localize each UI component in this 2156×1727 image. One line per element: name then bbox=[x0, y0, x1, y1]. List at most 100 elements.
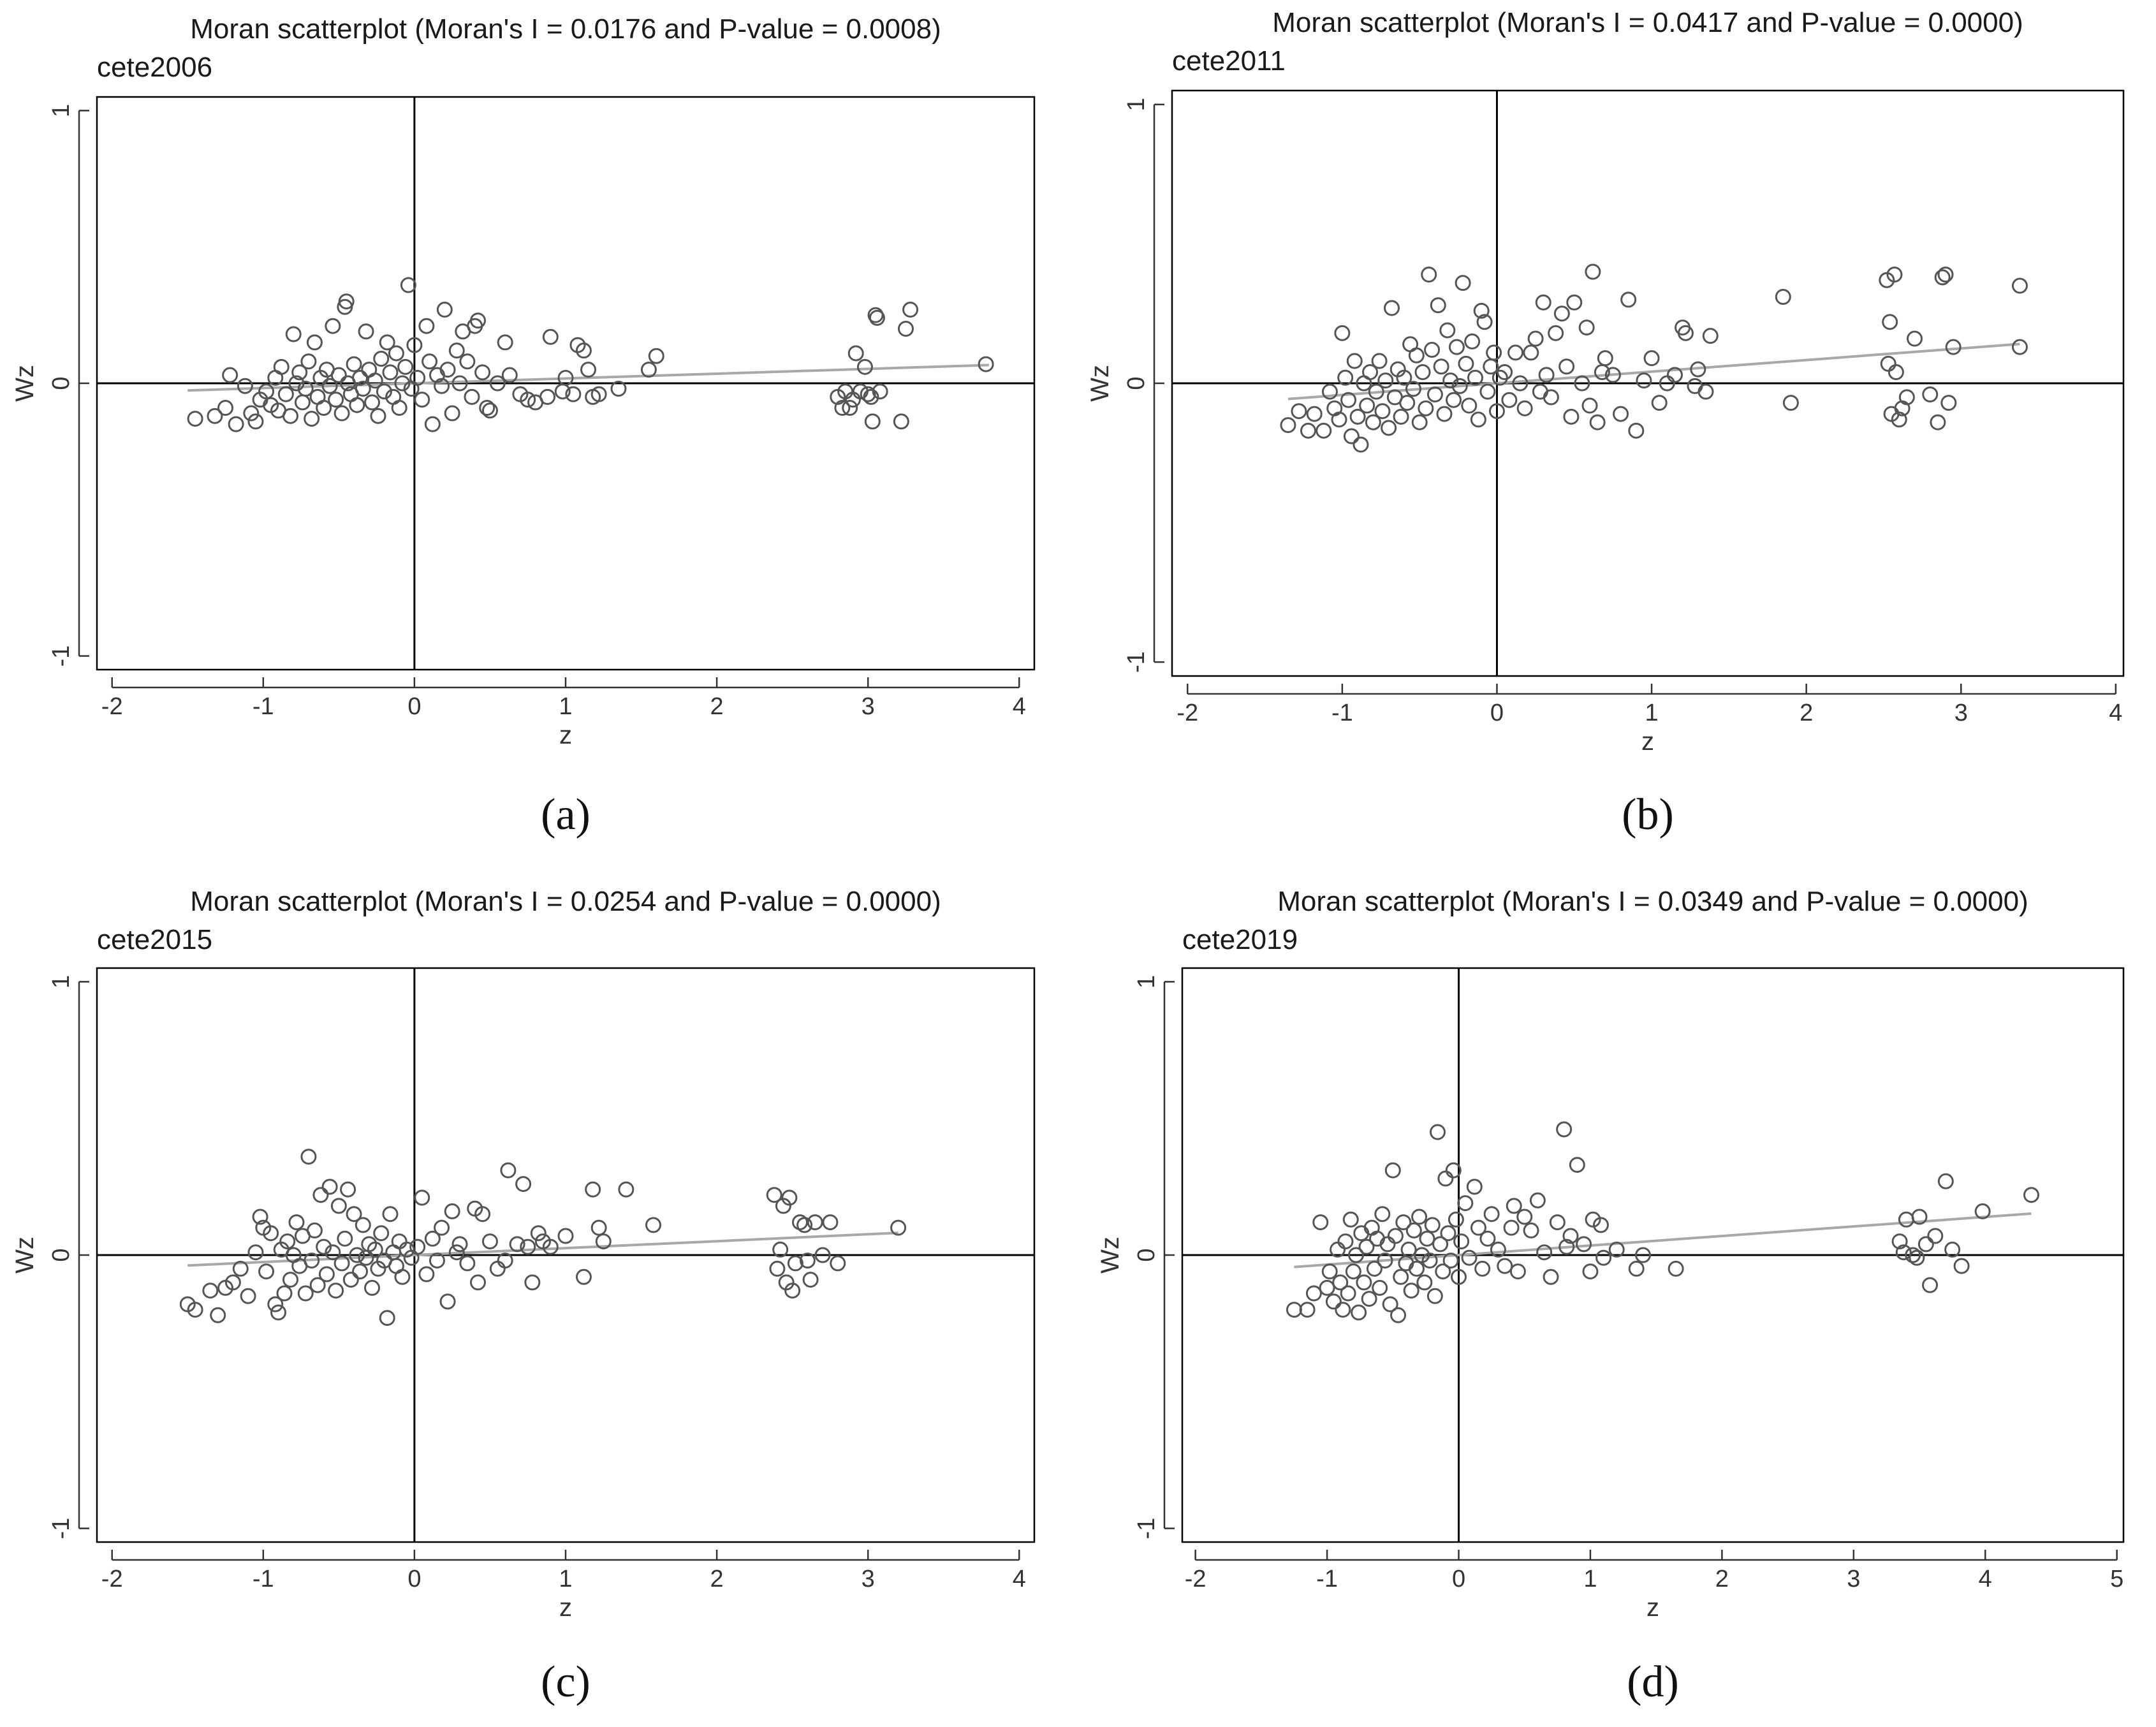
data-point bbox=[334, 405, 350, 422]
data-point bbox=[252, 1209, 268, 1225]
data-point bbox=[1483, 1206, 1500, 1223]
data-point bbox=[300, 353, 317, 370]
data-point bbox=[1405, 381, 1421, 397]
data-point bbox=[1891, 411, 1907, 428]
data-point bbox=[781, 1189, 798, 1206]
data-point bbox=[338, 293, 355, 310]
data-point bbox=[1503, 1219, 1520, 1236]
data-point bbox=[379, 334, 395, 351]
data-point bbox=[1569, 1157, 1585, 1173]
x-tick-label: 0 bbox=[1490, 700, 1504, 726]
data-point bbox=[1523, 344, 1539, 361]
data-point bbox=[346, 356, 362, 372]
data-point bbox=[263, 1225, 279, 1242]
data-point bbox=[1436, 406, 1453, 422]
data-point bbox=[464, 388, 480, 405]
x-axis-label: z bbox=[559, 1594, 572, 1622]
data-point bbox=[1628, 1260, 1645, 1277]
data-point bbox=[1543, 1268, 1559, 1285]
data-point bbox=[207, 408, 223, 424]
data-point bbox=[1366, 1260, 1382, 1277]
data-point bbox=[1543, 389, 1559, 406]
data-point bbox=[1448, 339, 1465, 355]
data-point bbox=[1400, 1241, 1417, 1258]
data-point bbox=[267, 1296, 284, 1312]
data-point bbox=[830, 1255, 846, 1272]
data-point bbox=[1974, 1203, 1991, 1219]
data-point bbox=[610, 381, 627, 397]
x-tick-label: 0 bbox=[407, 693, 421, 720]
data-point bbox=[1429, 1124, 1446, 1140]
data-point bbox=[1536, 1244, 1553, 1261]
data-point bbox=[355, 1217, 371, 1233]
data-point bbox=[1582, 1263, 1599, 1280]
data-point bbox=[1362, 364, 1379, 381]
data-point bbox=[1387, 1228, 1404, 1244]
data-point bbox=[1486, 344, 1502, 361]
data-point bbox=[1424, 342, 1441, 358]
data-point bbox=[469, 312, 486, 329]
panel-c: Moran scatterplot (Moran's I = 0.0254 an… bbox=[11, 886, 1036, 1707]
data-point bbox=[349, 1247, 365, 1263]
data-point bbox=[1433, 358, 1449, 375]
data-point bbox=[444, 405, 460, 422]
data-point bbox=[316, 399, 332, 416]
data-point bbox=[575, 342, 592, 359]
data-point bbox=[451, 375, 468, 392]
data-point bbox=[590, 386, 607, 402]
x-tick-label: 3 bbox=[862, 1566, 875, 1592]
data-point bbox=[1882, 314, 1898, 330]
data-point bbox=[1562, 1228, 1579, 1244]
x-tick-label: 2 bbox=[710, 693, 724, 720]
data-point bbox=[1442, 1253, 1459, 1269]
data-point bbox=[1608, 1241, 1625, 1258]
data-point bbox=[978, 356, 994, 372]
data-point bbox=[1381, 420, 1397, 436]
data-point bbox=[1888, 364, 1904, 381]
data-point bbox=[451, 1236, 468, 1253]
y-tick-label: 1 bbox=[1123, 98, 1150, 111]
data-point bbox=[337, 1230, 353, 1247]
data-point bbox=[1399, 395, 1416, 411]
data-point bbox=[1775, 288, 1791, 305]
data-point bbox=[1576, 1236, 1592, 1253]
data-point bbox=[358, 323, 374, 340]
data-point bbox=[474, 364, 491, 381]
data-point bbox=[364, 394, 381, 411]
chart-subtitle: cete2015 bbox=[97, 924, 212, 955]
y-tick-label: 0 bbox=[1123, 376, 1150, 390]
data-point bbox=[1687, 378, 1703, 394]
data-point bbox=[1549, 1214, 1566, 1231]
data-point bbox=[439, 1293, 456, 1310]
data-point bbox=[648, 348, 664, 364]
data-point bbox=[297, 381, 314, 397]
data-point bbox=[1374, 403, 1391, 420]
data-point bbox=[1490, 1241, 1506, 1258]
y-tick-label: -1 bbox=[1123, 651, 1150, 673]
x-axis-label: z bbox=[1641, 728, 1654, 756]
data-point bbox=[291, 364, 308, 381]
panel-d: Moran scatterplot (Moran's I = 0.0349 an… bbox=[1096, 886, 2125, 1707]
data-point bbox=[1340, 392, 1357, 408]
data-point bbox=[1347, 1247, 1364, 1263]
data-point bbox=[349, 397, 365, 413]
data-point bbox=[1280, 417, 1296, 434]
data-point bbox=[1464, 333, 1481, 349]
x-tick-label: 5 bbox=[2110, 1566, 2123, 1592]
data-point bbox=[1891, 1233, 1908, 1250]
data-point bbox=[1393, 1268, 1409, 1285]
data-point bbox=[1442, 372, 1459, 389]
y-tick-label: 1 bbox=[48, 975, 75, 988]
data-point bbox=[1377, 372, 1394, 389]
data-point bbox=[542, 328, 559, 345]
x-tick-label: 1 bbox=[1583, 1566, 1597, 1592]
data-point bbox=[1419, 1230, 1435, 1247]
data-point bbox=[1905, 1247, 1921, 1263]
data-point bbox=[1430, 297, 1446, 314]
data-point bbox=[1377, 1253, 1393, 1269]
x-tick-label: 3 bbox=[1847, 1566, 1860, 1592]
data-point bbox=[542, 1238, 559, 1255]
x-tick-label: 0 bbox=[1452, 1566, 1465, 1592]
data-point bbox=[1396, 369, 1412, 386]
data-point bbox=[1595, 1249, 1612, 1266]
